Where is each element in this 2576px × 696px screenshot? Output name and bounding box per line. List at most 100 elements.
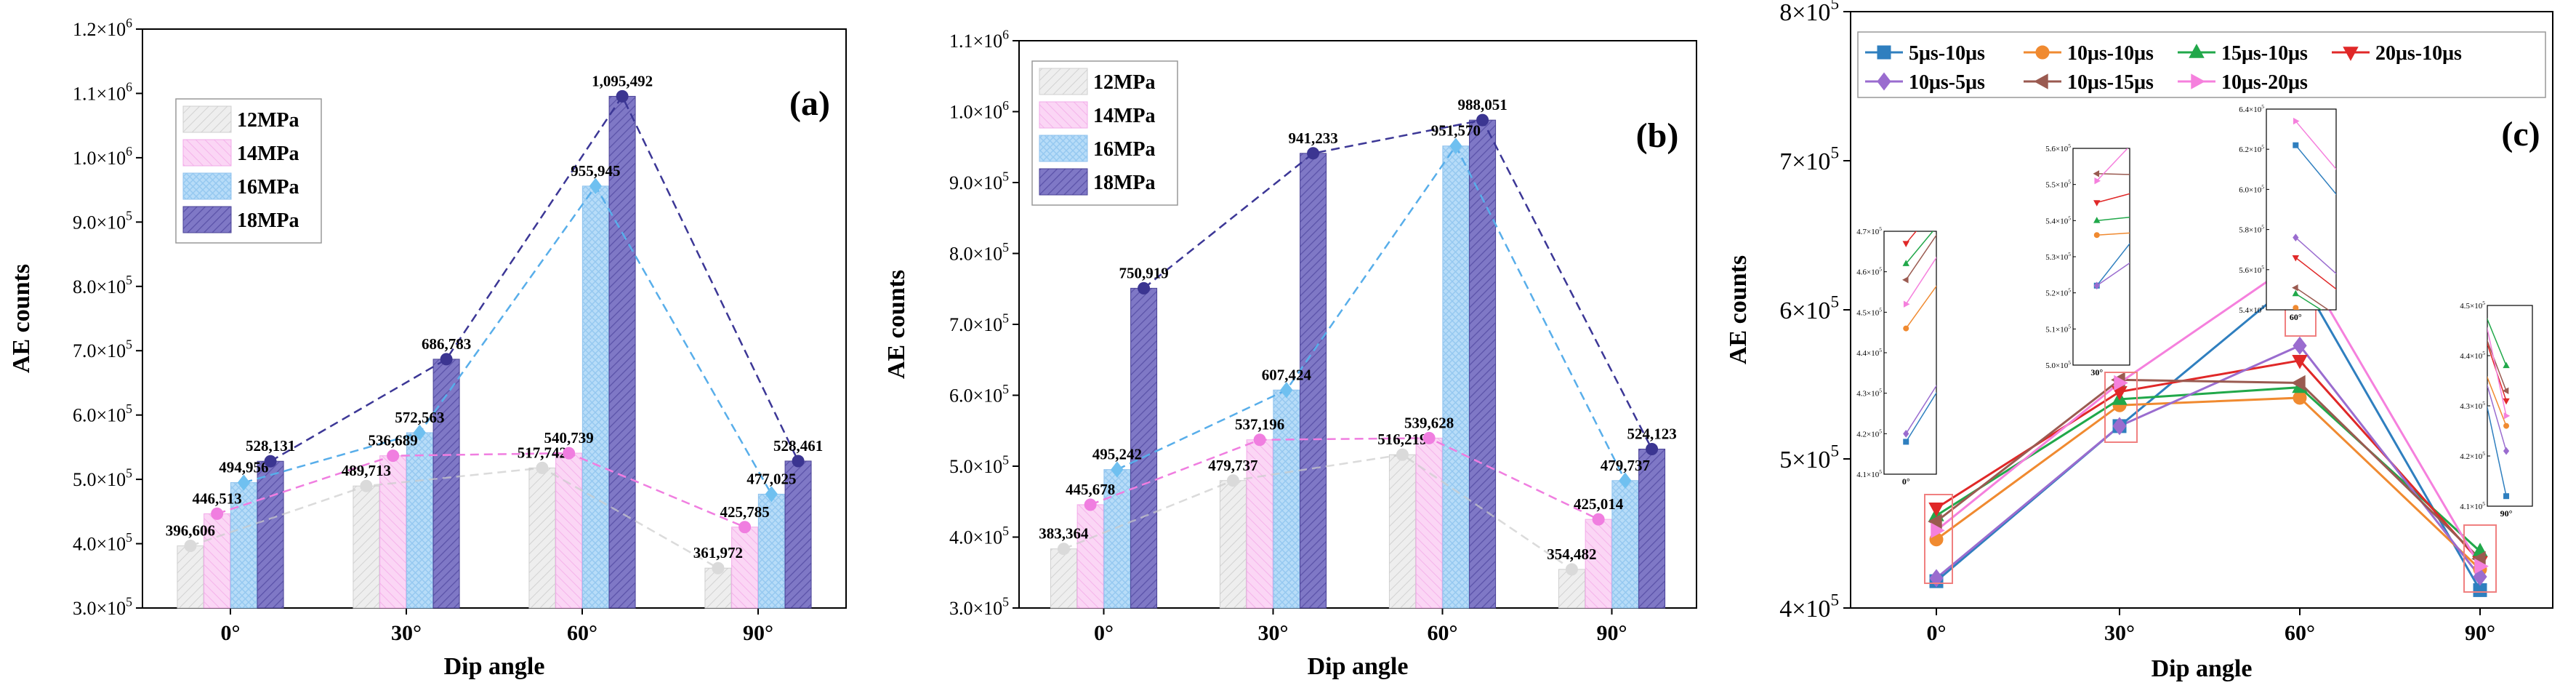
point-18MPa-30° bbox=[440, 353, 453, 366]
legend-swatch-14MPa bbox=[182, 139, 232, 167]
bar-14MPa-30° bbox=[379, 455, 407, 609]
bar-14MPa-0° bbox=[1076, 504, 1104, 609]
data-label: 477,025 bbox=[746, 470, 796, 487]
y-tick-label: 9.0×105 bbox=[949, 169, 1009, 193]
point-16MPa-0° bbox=[1111, 461, 1124, 478]
legend-marker-5μs-10μs bbox=[1877, 45, 1891, 60]
panel-b-chart: 3.0×105 4.0×105 5.0×105 6.0×105 7.0×105 8.0×1… bbox=[883, 27, 1697, 680]
point-18MPa-90° bbox=[1646, 442, 1659, 455]
inset-tick-label: 5.6×105 bbox=[2045, 143, 2071, 153]
inset-lines bbox=[2292, 117, 2336, 310]
inset-tick-label: 6.4×105 bbox=[2239, 103, 2264, 114]
bar-16MPa-60° bbox=[1442, 145, 1470, 609]
highlight-box bbox=[2104, 372, 2138, 443]
legend-label: 14MPa bbox=[237, 143, 299, 165]
legend-label: 14MPa bbox=[1093, 105, 1156, 127]
inset-tick-label: 5.8×105 bbox=[2239, 224, 2264, 235]
data-label: 354,482 bbox=[1547, 545, 1596, 563]
point-10μs-5μs-0° bbox=[1929, 569, 1944, 588]
inset-0°: 4.1×105 4.2×105 4.3×105 4.4×105 4.5×105 4.6×1… bbox=[1856, 225, 1937, 487]
point-12MPa-60° bbox=[536, 461, 549, 474]
plot-frame bbox=[1850, 11, 2553, 609]
y-tick-label: 8.0×105 bbox=[949, 240, 1009, 265]
point-10μs-20μs-0° bbox=[1931, 522, 1945, 539]
legend-swatch-16MPa bbox=[182, 172, 232, 200]
inset-frame bbox=[2266, 108, 2337, 311]
y-tick-label: 1.0×106 bbox=[73, 144, 132, 169]
y-tick-label: 5.0×105 bbox=[73, 465, 132, 490]
y-tick-label: 4.0×105 bbox=[949, 524, 1009, 548]
inset-point-20μs-10μs bbox=[1902, 241, 1909, 247]
point-20μs-10μs-0° bbox=[1928, 502, 1944, 517]
data-label: 516,219 bbox=[1377, 431, 1427, 448]
bar-14MPa-60° bbox=[555, 452, 583, 609]
inset-frame bbox=[2072, 148, 2130, 366]
inset-line-10μs-20μs bbox=[2096, 148, 2129, 182]
data-label: 425,785 bbox=[720, 503, 770, 521]
data-label: 396,606 bbox=[166, 522, 215, 540]
legend-label: 18MPa bbox=[1093, 172, 1156, 194]
inset-line-5μs-10μs bbox=[2295, 145, 2336, 196]
panel-label: (c) bbox=[2501, 115, 2540, 153]
inset-line-10μs-20μs bbox=[2295, 121, 2336, 170]
inset-point-10μs-5μs bbox=[2293, 233, 2299, 242]
inset-lines bbox=[1902, 231, 1936, 445]
data-label: 540,739 bbox=[544, 429, 594, 447]
bar-16MPa-60° bbox=[581, 185, 609, 609]
inset-point-10μs-10μs bbox=[2503, 423, 2510, 429]
inset-line-10μs-10μs bbox=[2487, 375, 2507, 426]
y-tick-label: 7.0×105 bbox=[949, 311, 1009, 335]
inset-point-20μs-10μs bbox=[2292, 255, 2300, 262]
legend-marker-10μs-5μs bbox=[1877, 72, 1891, 91]
data-label: 425,014 bbox=[1574, 495, 1624, 513]
data-label: 446,513 bbox=[193, 489, 242, 507]
point-16MPa-0° bbox=[237, 474, 250, 491]
bar-18MPa-60° bbox=[1469, 119, 1497, 609]
inset-tick-label: 4.5×105 bbox=[2460, 300, 2485, 311]
inset-tick-label: 5.0×105 bbox=[2045, 359, 2071, 370]
y-tick-label: 9.0×105 bbox=[73, 209, 132, 233]
bar-18MPa-60° bbox=[608, 95, 636, 609]
inset-point-10μs-20μs bbox=[2094, 177, 2101, 185]
bar-18MPa-0° bbox=[257, 460, 284, 609]
inset-tick-label: 4.3×105 bbox=[2460, 400, 2485, 411]
trend-line-18MPa bbox=[1143, 119, 1653, 450]
bar-14MPa-60° bbox=[1415, 437, 1443, 609]
x-axis-title: Dip angle bbox=[444, 653, 545, 680]
y-tick-label: 5×105 bbox=[1779, 442, 1839, 473]
inset-line-20μs-10μs bbox=[2487, 342, 2507, 401]
point-18MPa-60° bbox=[616, 89, 629, 103]
panel-c-chart: 4×105 5×105 6×105 7×105 8×105 0° 30° 60° 90° 5μs-… bbox=[1725, 0, 2553, 682]
x-tick-label: 60° bbox=[2285, 621, 2315, 645]
data-label: 524,123 bbox=[1627, 425, 1676, 442]
data-label: 539,628 bbox=[1404, 414, 1454, 431]
highlight-box bbox=[2463, 524, 2497, 593]
inset-point-10μs-20μs bbox=[2503, 412, 2511, 420]
point-10μs-5μs-90° bbox=[2473, 567, 2487, 586]
data-label: 572,563 bbox=[395, 409, 444, 426]
data-label: 607,424 bbox=[1262, 366, 1312, 383]
y-tick-label: 6×105 bbox=[1779, 293, 1839, 324]
point-18MPa-0° bbox=[264, 455, 277, 468]
data-label: 528,131 bbox=[246, 437, 295, 455]
bar-12MPa-90° bbox=[1558, 569, 1585, 609]
inset-point-20μs-10μs bbox=[2503, 398, 2510, 405]
x-tick-label: 30° bbox=[391, 621, 422, 645]
data-label: 445,678 bbox=[1066, 481, 1115, 498]
y-tick-label: 7.0×105 bbox=[73, 337, 132, 362]
inset-x-label: 60° bbox=[2290, 312, 2302, 322]
inset-tick-label: 6.0×105 bbox=[2239, 183, 2264, 194]
point-10μs-10μs-60° bbox=[2293, 391, 2307, 405]
point-12MPa-90° bbox=[1565, 563, 1578, 576]
inset-point-15μs-10μs bbox=[2093, 217, 2101, 223]
bar-12MPa-90° bbox=[704, 567, 732, 609]
bar-18MPa-90° bbox=[1638, 448, 1666, 609]
inset-line-15μs-10μs bbox=[2487, 318, 2507, 367]
inset-tick-label: 4.2×105 bbox=[1856, 428, 1882, 439]
panel-label: (a) bbox=[789, 84, 830, 123]
inset-tick-label: 5.4×105 bbox=[2045, 215, 2071, 225]
x-tick-label: 0° bbox=[1927, 621, 1947, 645]
point-14MPa-60° bbox=[563, 447, 576, 460]
legend-swatch-18MPa bbox=[1039, 168, 1088, 196]
inset-line-10μs-5μs bbox=[1905, 385, 1936, 434]
